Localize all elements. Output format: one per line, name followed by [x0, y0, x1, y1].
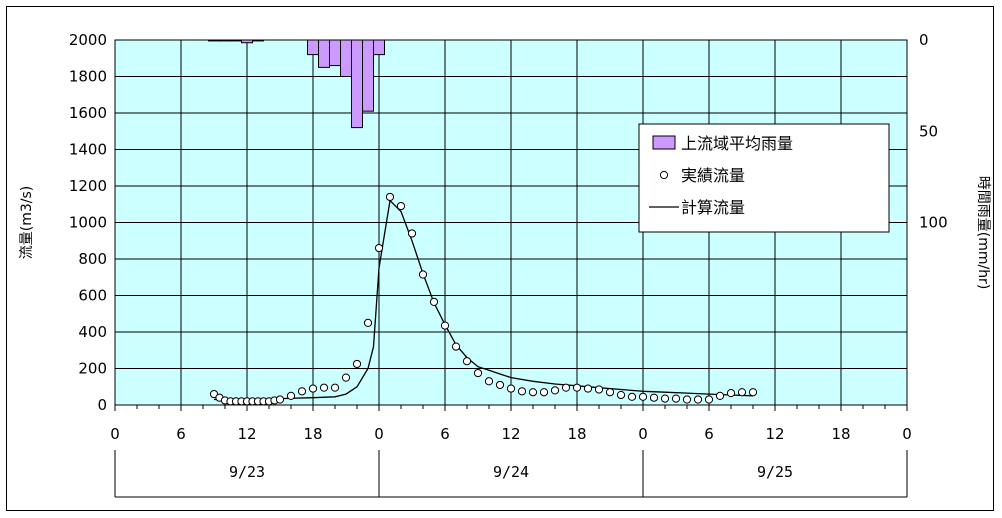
y-left-tick-label: 1600: [69, 104, 107, 122]
observed-flow-point: [539, 388, 549, 397]
legend-label-observed: 実績流量: [681, 166, 745, 185]
observed-flow-point: [440, 321, 450, 330]
rain-bar: [252, 39, 264, 42]
x-tick-label: 0: [902, 425, 912, 443]
observed-flow-point: [671, 394, 681, 403]
date-label: 9/23: [229, 463, 265, 481]
observed-flow-point: [297, 387, 307, 396]
observed-flow-point: [649, 393, 659, 402]
y-left-tick-label: 1400: [69, 141, 107, 159]
legend-swatch-rain: [652, 135, 676, 150]
observed-flow-point: [660, 394, 670, 403]
observed-flow-point: [330, 383, 340, 392]
x-tick-label: 18: [567, 425, 586, 443]
x-tick-label: 6: [704, 425, 714, 443]
observed-flow-point: [308, 384, 318, 393]
observed-flow-point: [594, 385, 604, 394]
observed-flow-point: [473, 368, 483, 378]
observed-flow-point: [506, 384, 516, 393]
observed-flow-point: [209, 389, 219, 399]
rain-bar: [318, 39, 330, 68]
y-left-tick-label: 1200: [69, 177, 107, 195]
observed-flow-point: [396, 201, 406, 211]
x-tick-label: 0: [374, 425, 384, 443]
y-left-tick-label: 0: [97, 396, 107, 414]
observed-flow-point: [462, 357, 472, 366]
rain-bar: [219, 39, 231, 42]
observed-flow-point: [627, 392, 637, 401]
y-right-tick-label: 100: [919, 214, 948, 232]
rain-bar: [362, 39, 374, 112]
rain-bar: [241, 39, 253, 44]
observed-flow-point: [715, 391, 725, 400]
x-tick-label: 12: [765, 425, 784, 443]
y-right-tick-label: 0: [919, 31, 929, 49]
rain-bar: [307, 39, 319, 56]
observed-flow-point: [286, 391, 296, 400]
y-right-axis-label: 時間雨量(mm/hr): [975, 176, 991, 290]
y-left-tick-label: 1000: [69, 214, 107, 232]
observed-flow-point: [572, 383, 582, 392]
observed-flow-point: [429, 297, 439, 306]
observed-flow-point: [407, 229, 417, 238]
observed-flow-point: [682, 395, 692, 404]
observed-flow-point: [583, 384, 593, 393]
observed-flow-point: [341, 373, 351, 382]
rain-bar: [230, 39, 242, 42]
y-left-axis-label: 流量(m3/s): [19, 186, 35, 259]
observed-flow-point: [319, 383, 329, 392]
observed-flow-point: [352, 359, 362, 369]
x-tick-label: 6: [440, 425, 450, 443]
observed-flow-point: [495, 380, 505, 390]
observed-flow-point: [638, 392, 648, 401]
observed-flow-point: [363, 318, 373, 327]
x-tick-label: 18: [831, 425, 850, 443]
observed-flow-point: [385, 192, 395, 202]
observed-flow-point: [275, 395, 285, 404]
observed-flow-point: [704, 395, 714, 404]
x-tick-label: 18: [303, 425, 322, 443]
observed-flow-point: [484, 377, 494, 386]
observed-flow-point: [737, 388, 747, 397]
y-left-tick-label: 2000: [69, 31, 107, 49]
rain-bar: [208, 39, 220, 42]
x-tick-label: 0: [638, 425, 648, 443]
legend-box: [638, 123, 890, 233]
observed-flow-point: [748, 388, 758, 397]
x-tick-label: 12: [237, 425, 256, 443]
x-tick-label: 0: [110, 425, 120, 443]
observed-flow-point: [561, 383, 571, 392]
observed-flow-point: [605, 388, 615, 397]
y-left-tick-label: 1800: [69, 68, 107, 86]
observed-flow-point: [726, 389, 736, 398]
y-right-tick-label: 50: [919, 122, 938, 140]
y-left-tick-label: 200: [78, 360, 107, 378]
date-label: 9/25: [757, 463, 793, 481]
observed-flow-point: [451, 342, 461, 351]
observed-flow-point: [693, 395, 703, 404]
legend-label-computed: 計算流量: [681, 198, 745, 217]
observed-flow-point: [374, 243, 384, 253]
x-tick-label: 12: [501, 425, 520, 443]
y-left-tick-label: 600: [78, 287, 107, 305]
legend-swatch-observed: [659, 170, 669, 180]
rain-bar: [329, 39, 341, 67]
rain-bar: [351, 39, 363, 129]
x-tick-label: 6: [176, 425, 186, 443]
observed-flow-point: [528, 388, 538, 397]
observed-flow-point: [418, 270, 428, 279]
rain-bar: [373, 39, 385, 56]
date-label: 9/24: [493, 463, 529, 481]
rain-bar: [340, 39, 352, 77]
chart-frame: 0 200 400 600 800 1000 1200 1400 1600 1800 2000 0 50…: [6, 6, 994, 511]
legend-label-rain: 上流域平均雨量: [681, 134, 793, 153]
observed-flow-point: [616, 390, 626, 400]
y-left-tick-label: 400: [78, 323, 107, 341]
y-left-tick-label: 800: [78, 250, 107, 268]
observed-flow-point: [550, 386, 560, 395]
observed-flow-point: [517, 387, 527, 396]
